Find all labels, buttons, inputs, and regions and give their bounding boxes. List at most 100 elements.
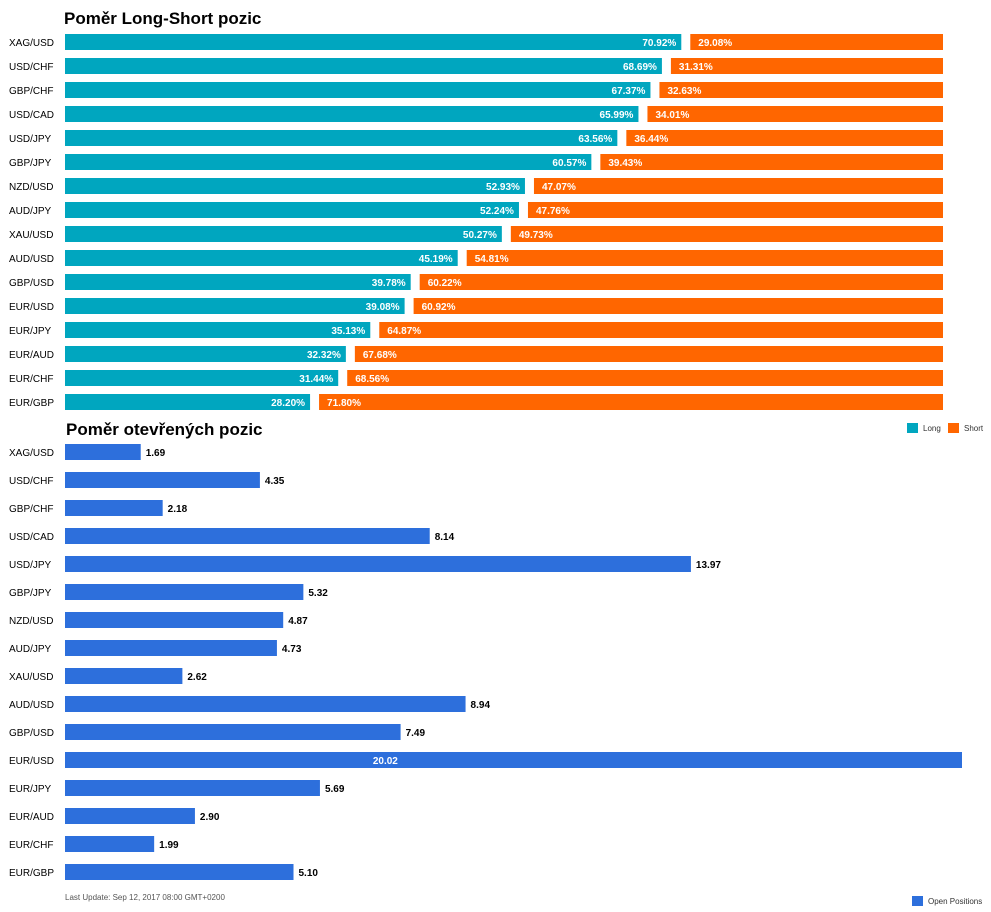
long-value-label: 45.19%: [419, 254, 453, 265]
open-positions-bar: [65, 864, 294, 880]
short-value-label: 60.22%: [428, 278, 462, 289]
long-value-label: 63.56%: [578, 134, 612, 145]
long-bar: [65, 130, 618, 146]
category-label: XAG/USD: [9, 448, 54, 459]
short-bar: [690, 34, 943, 50]
open-positions-value-label: 5.69: [325, 784, 345, 795]
long-bar: [65, 202, 519, 218]
open-positions-bar: [65, 696, 466, 712]
long-value-label: 52.93%: [486, 182, 520, 193]
short-bar: [659, 82, 943, 98]
long-value-label: 50.27%: [463, 230, 497, 241]
category-label: AUD/JPY: [9, 206, 52, 217]
open-positions-bar: [65, 808, 195, 824]
open-positions-value-label: 5.10: [299, 868, 319, 879]
short-value-label: 32.63%: [667, 86, 701, 97]
last-update-text: Last Update: Sep 12, 2017 08:00 GMT+0200: [65, 893, 225, 902]
open-positions-value-label: 8.94: [471, 700, 491, 711]
short-value-label: 64.87%: [387, 326, 421, 337]
legend-label-short: Short: [964, 424, 984, 433]
category-label: EUR/AUD: [9, 812, 54, 823]
long-bar: [65, 226, 502, 242]
category-label: EUR/USD: [9, 756, 54, 767]
open-positions-value-label: 1.69: [146, 448, 166, 459]
open-positions-chart-title: Poměr otevřených pozic: [66, 420, 263, 439]
category-label: AUD/USD: [9, 700, 54, 711]
short-value-label: 54.81%: [475, 254, 509, 265]
short-value-label: 67.68%: [363, 350, 397, 361]
category-label: USD/CAD: [9, 110, 54, 121]
long-bar: [65, 322, 371, 338]
legend-label-open-positions: Open Positions: [928, 897, 982, 906]
long-value-label: 70.92%: [642, 38, 676, 49]
short-bar: [670, 58, 943, 74]
long-bar: [65, 298, 405, 314]
short-bar: [413, 298, 943, 314]
long-bar: [65, 250, 458, 266]
category-label: EUR/GBP: [9, 868, 54, 879]
open-positions-value-label: 7.49: [406, 728, 426, 739]
category-label: GBP/JPY: [9, 158, 52, 169]
category-label: AUD/JPY: [9, 644, 52, 655]
short-value-label: 31.31%: [679, 62, 713, 73]
category-label: AUD/USD: [9, 254, 54, 265]
open-positions-value-label: 2.90: [200, 812, 220, 823]
open-positions-bar: [65, 444, 141, 460]
open-positions-bar: [65, 500, 163, 516]
open-positions-value-label: 4.35: [265, 476, 285, 487]
open-positions-bar: [65, 472, 260, 488]
category-label: GBP/CHF: [9, 86, 53, 97]
category-label: GBP/JPY: [9, 588, 52, 599]
long-bar: [65, 34, 682, 50]
short-bar: [347, 370, 943, 386]
category-label: XAU/USD: [9, 672, 53, 683]
open-positions-value-label: 1.99: [159, 840, 179, 851]
long-bar: [65, 154, 592, 170]
category-label: EUR/AUD: [9, 350, 54, 361]
open-positions-bar: [65, 556, 691, 572]
open-positions-value-label: 13.97: [696, 560, 721, 571]
category-label: USD/CHF: [9, 476, 53, 487]
legend-swatch-long: [907, 423, 918, 433]
open-positions-value-label: 4.87: [288, 616, 308, 627]
long-value-label: 31.44%: [299, 374, 333, 385]
open-positions-bar: [65, 612, 284, 628]
legend-swatch-open-positions: [912, 896, 923, 906]
long-value-label: 60.57%: [552, 158, 586, 169]
open-positions-bar: [65, 528, 430, 544]
short-bar: [527, 202, 943, 218]
category-label: EUR/JPY: [9, 784, 52, 795]
open-positions-value-label: 2.62: [187, 672, 207, 683]
category-label: NZD/USD: [9, 182, 53, 193]
short-bar: [626, 130, 943, 146]
category-label: USD/JPY: [9, 134, 52, 145]
short-value-label: 29.08%: [698, 38, 732, 49]
open-positions-bar: [65, 752, 962, 768]
short-value-label: 49.73%: [519, 230, 553, 241]
open-positions-bar: [65, 724, 401, 740]
category-label: GBP/USD: [9, 728, 54, 739]
short-value-label: 60.92%: [422, 302, 456, 313]
long-bar: [65, 370, 339, 386]
long-value-label: 39.78%: [372, 278, 406, 289]
category-label: EUR/CHF: [9, 374, 53, 385]
category-label: USD/JPY: [9, 560, 52, 571]
category-label: XAU/USD: [9, 230, 53, 241]
short-value-label: 36.44%: [634, 134, 668, 145]
open-positions-bar: [65, 584, 304, 600]
long-bar: [65, 106, 639, 122]
short-value-label: 39.43%: [608, 158, 642, 169]
long-value-label: 28.20%: [271, 398, 305, 409]
short-bar: [354, 346, 943, 362]
long-value-label: 32.32%: [307, 350, 341, 361]
long-bar: [65, 82, 651, 98]
long-bar: [65, 274, 411, 290]
long-value-label: 35.13%: [331, 326, 365, 337]
category-label: EUR/USD: [9, 302, 54, 313]
long-value-label: 52.24%: [480, 206, 514, 217]
legend-swatch-short: [948, 423, 959, 433]
long-bar: [65, 178, 525, 194]
long-short-chart-title: Poměr Long-Short pozic: [64, 9, 262, 28]
